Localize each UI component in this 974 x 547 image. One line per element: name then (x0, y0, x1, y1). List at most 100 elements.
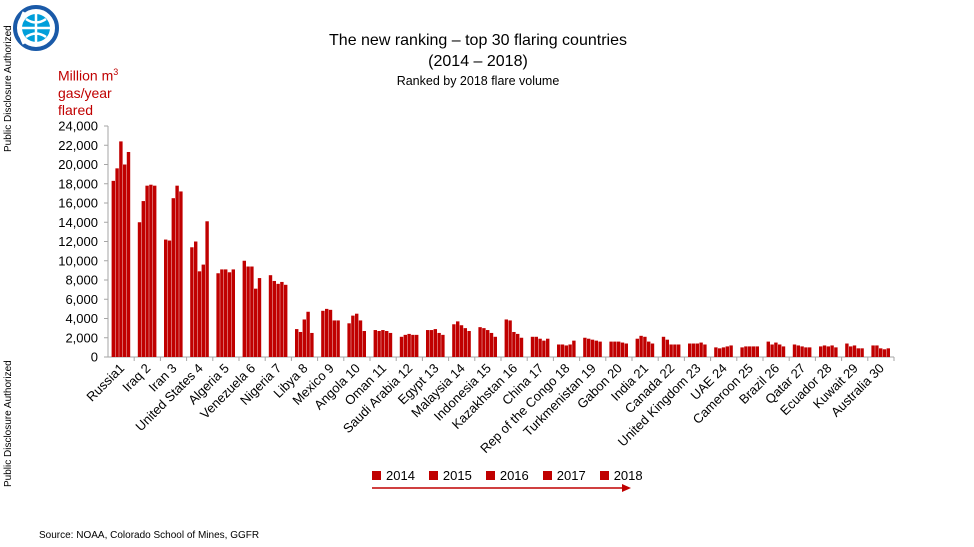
y-tick-label: 2,000 (65, 330, 98, 345)
bar-2015 (744, 346, 748, 357)
unit-line2: gas/year (58, 84, 112, 101)
bar-2015 (508, 320, 512, 357)
bar-2018 (519, 337, 524, 357)
bar-2015 (560, 344, 565, 357)
bar-2017 (254, 288, 258, 357)
bar-2014 (714, 347, 718, 358)
bar-2017 (647, 341, 651, 357)
bar-2016 (617, 341, 621, 357)
bar-2015 (141, 201, 145, 357)
bar-2016 (145, 185, 149, 357)
bar-2014 (452, 324, 456, 357)
bar-2015 (456, 321, 460, 357)
bar-2017 (123, 164, 127, 357)
bar-2018 (703, 344, 707, 357)
legend-item: 2017 (542, 468, 586, 483)
bar-2017 (568, 344, 572, 357)
bar-2015 (822, 345, 827, 357)
bar-2016 (459, 325, 464, 357)
y-tick-label: 20,000 (58, 157, 98, 172)
bar-2014 (190, 247, 194, 357)
bar-2017 (201, 264, 205, 357)
bar-2016 (800, 346, 804, 357)
bar-2018 (729, 345, 733, 357)
legend-label: 2017 (556, 468, 586, 483)
y-tick-label: 18,000 (58, 176, 98, 191)
bar-2016 (774, 342, 778, 357)
bar-2016 (355, 313, 359, 357)
legend-label: 2018 (613, 468, 643, 483)
bar-2016 (328, 309, 333, 357)
bar-2015 (246, 266, 250, 357)
bar-2015 (220, 269, 224, 357)
bar-2015 (587, 338, 591, 357)
legend-label: 2016 (499, 468, 529, 483)
legend-swatch (542, 471, 552, 480)
legend-label: 2015 (442, 468, 472, 483)
bar-2015 (115, 168, 119, 357)
bar-2016 (224, 269, 228, 357)
bar-2014 (661, 336, 666, 357)
bar-2015 (718, 348, 722, 357)
bar-2016 (748, 346, 752, 357)
x-tick-label: Iraq 2 (119, 361, 153, 395)
bar-2016 (538, 338, 542, 357)
legend-swatch (485, 471, 495, 480)
bar-2015 (770, 344, 774, 357)
bar-2017 (489, 332, 494, 357)
bar-2018 (860, 348, 864, 357)
bar-2018 (886, 348, 890, 357)
legend-swatch (599, 471, 609, 480)
bar-2018 (546, 338, 550, 357)
bar-2014 (426, 330, 430, 357)
bar-2014 (164, 239, 168, 357)
bar-2017 (149, 184, 153, 357)
bar-2017 (725, 346, 729, 357)
bar-2016 (250, 266, 254, 357)
bar-2017 (306, 311, 310, 357)
bar-2015 (875, 345, 879, 357)
bar-2018 (493, 336, 497, 357)
bar-2018 (834, 347, 838, 358)
y-tick-label: 14,000 (58, 215, 98, 230)
bar-2017 (673, 344, 677, 357)
bar-2017 (778, 344, 782, 357)
bar-2018 (415, 334, 419, 357)
source-note: Source: NOAA, Colorado School of Mines, … (39, 530, 260, 541)
bar-2015 (665, 339, 669, 357)
bar-2014 (635, 338, 639, 357)
legend-swatch (428, 471, 438, 480)
y-tick-label: 16,000 (58, 196, 98, 211)
bar-2014 (740, 347, 744, 358)
bar-2014 (688, 343, 692, 357)
bar-2018 (153, 185, 157, 357)
bar-2015 (298, 331, 303, 357)
legend-swatch (372, 471, 381, 480)
bar-2014 (216, 273, 220, 357)
bar-2017 (280, 281, 284, 357)
bar-2015 (691, 343, 696, 357)
bar-2017 (699, 342, 703, 357)
y-tick-label: 12,000 (58, 234, 98, 249)
bar-2015 (272, 280, 276, 357)
bar-2017 (332, 320, 336, 357)
bar-2015 (325, 308, 329, 358)
bar-2014 (478, 327, 482, 357)
bar-2014 (137, 222, 142, 357)
bar-2014 (871, 345, 875, 357)
bar-2018 (310, 332, 314, 357)
bar-2018 (808, 347, 812, 358)
bar-2014 (242, 260, 246, 357)
bar-2017 (385, 331, 389, 357)
bar-2016 (486, 330, 490, 357)
bar-2017 (882, 349, 887, 357)
y-tick-label: 6,000 (65, 292, 98, 307)
bar-2014 (504, 319, 508, 357)
bar-2017 (751, 346, 756, 357)
bar-2016 (381, 330, 385, 357)
bar-2018 (677, 344, 681, 357)
bar-2016 (302, 319, 306, 357)
bar-2015 (849, 346, 853, 357)
bar-2018 (467, 331, 471, 357)
bar-2015 (403, 334, 407, 357)
